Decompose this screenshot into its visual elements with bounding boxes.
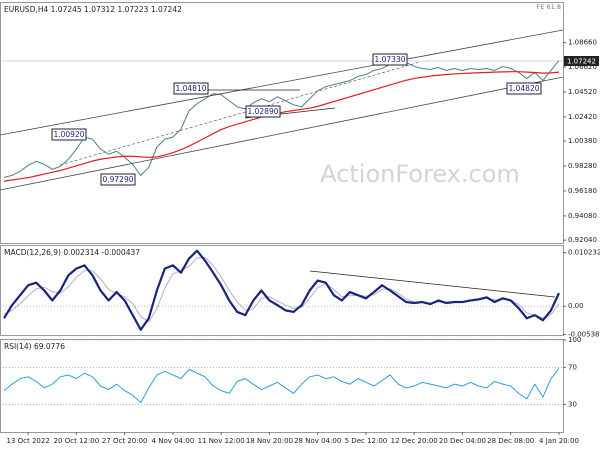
annotation-box	[173, 82, 209, 95]
x-tick-label: 27 Oct 20:00	[102, 437, 148, 445]
annotation-box	[100, 173, 136, 186]
y-tick-label: -0.005389	[568, 330, 600, 338]
rsi-panel	[0, 339, 564, 433]
annotation-box	[245, 105, 281, 118]
y-tick-label: 30	[568, 400, 577, 408]
fe-label: FE 61.8	[537, 3, 561, 11]
annotation-label: 0.97290	[102, 175, 133, 184]
y-tick-label: 0.92040	[568, 236, 597, 244]
panel-title: EURUSD,H4 1.07245 1.07312 1.07223 1.0724…	[4, 5, 182, 14]
last-price-box	[564, 56, 599, 66]
annotation-label: 1.04820	[508, 84, 539, 93]
y-tick-label: 0.00	[568, 302, 584, 310]
annotation-label: 1.02890	[247, 107, 278, 116]
y-tick-label: 0.98280	[568, 162, 597, 170]
series-line	[3, 249, 560, 331]
last-price-label: 1.07242	[567, 58, 596, 66]
y-tick-label: 0.94080	[568, 212, 597, 220]
y-tick-label: 0.010232	[568, 249, 600, 257]
annotation-box	[506, 82, 542, 95]
x-tick-label: 28 Nov 04:00	[294, 437, 341, 445]
x-tick-label: 12 Dec 20:00	[391, 437, 438, 445]
watermark: ActionForex.com	[320, 160, 520, 188]
dashed-trend	[59, 61, 421, 166]
y-tick-label: 1.04520	[568, 88, 597, 96]
y-tick-label: 100	[568, 336, 581, 344]
y-tick-label: 70	[568, 364, 577, 372]
annotation-label: 1.00920	[53, 130, 84, 139]
y-tick-label: 1.08660	[568, 39, 597, 47]
annotation-box	[51, 128, 87, 141]
price-panel	[0, 2, 564, 244]
x-tick-label: 20 Oct 12:00	[54, 437, 100, 445]
channel-lower	[0, 76, 564, 191]
x-tick-label: 5 Dec 12:00	[345, 437, 388, 445]
x-tick-label: 28 Dec 08:00	[487, 437, 534, 445]
x-tick-label: 18 Nov 20:00	[246, 437, 293, 445]
x-tick-label: 11 Nov 12:00	[198, 437, 245, 445]
y-tick-label: 1.02420	[568, 113, 597, 121]
y-tick-label: 0.96180	[568, 187, 597, 195]
y-tick-label: 1.06620	[568, 63, 597, 71]
channel-upper	[0, 29, 564, 136]
macd-panel	[0, 245, 564, 336]
x-tick-label: 20 Dec 04:00	[439, 437, 486, 445]
series-line	[3, 368, 560, 404]
x-tick-label: 4 Nov 04:00	[152, 437, 195, 445]
panel-title: MACD(12,26,9) 0.002314 -0.000437	[4, 248, 140, 257]
series-line	[3, 59, 560, 178]
x-tick-label: 4 Jan 20:00	[539, 437, 579, 445]
annotation-label: 1.07330	[374, 55, 405, 64]
annotation-box	[372, 53, 408, 66]
annotation-label: 1.04810	[175, 84, 206, 93]
x-tick-label: 13 Oct 2022	[7, 437, 50, 445]
macd-trendline	[309, 270, 556, 298]
series-line	[3, 71, 560, 182]
panel-title: RSI(14) 69.0776	[4, 342, 65, 351]
y-tick-label: 1.00380	[568, 137, 597, 145]
